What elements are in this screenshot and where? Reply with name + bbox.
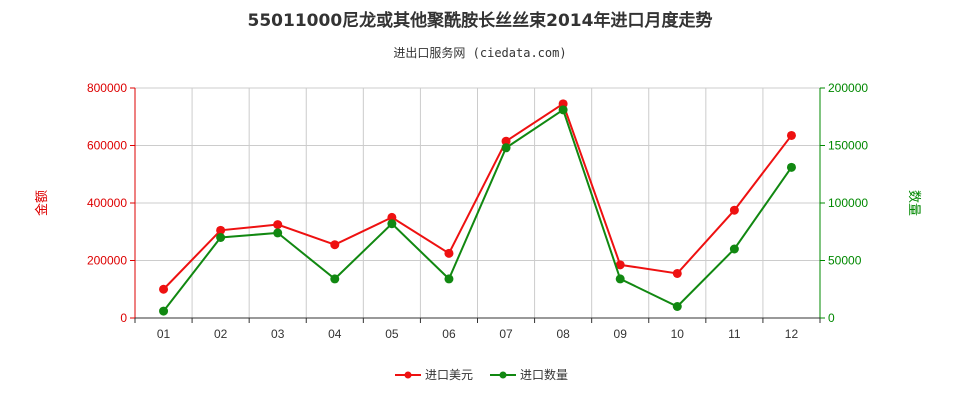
data-point: [672, 302, 682, 311]
x-tick-label: 03: [271, 327, 285, 341]
data-point: [387, 219, 397, 229]
left-tick-label: 600000: [87, 139, 127, 153]
x-tick-label: 11: [728, 327, 741, 341]
left-tick-label: 200000: [87, 254, 127, 268]
data-point: [216, 233, 226, 242]
left-tick-label: 800000: [87, 81, 127, 95]
x-tick-label: 06: [442, 327, 456, 341]
data-point: [501, 143, 511, 153]
data-point: [387, 212, 397, 222]
right-tick-label: 200000: [828, 81, 868, 95]
x-tick-label: 10: [671, 327, 685, 341]
x-tick-label: 02: [214, 327, 228, 341]
right-tick-label: 150000: [828, 139, 868, 153]
data-point: [615, 260, 625, 270]
chart-title: 55011000尼龙或其他聚酰胺长丝丝束2014年进口月度走势: [247, 11, 713, 31]
legend-label: 进口数量: [520, 367, 568, 382]
x-tick-label: 09: [614, 327, 628, 341]
data-point: [273, 220, 283, 230]
data-point: [159, 306, 169, 316]
legend-swatch-marker: [499, 371, 507, 379]
x-tick-label: 04: [328, 327, 342, 341]
right-axis-title: 数量: [906, 190, 921, 216]
right-tick-label: 100000: [828, 196, 868, 210]
data-point: [786, 162, 796, 172]
x-tick-label: 07: [499, 327, 513, 341]
data-point: [558, 105, 568, 115]
data-point: [786, 130, 796, 140]
x-tick-label: 01: [157, 327, 171, 341]
data-point: [273, 228, 283, 238]
data-point: [330, 274, 340, 284]
right-tick-label: 50000: [828, 254, 862, 268]
data-point: [159, 284, 169, 294]
data-point: [615, 274, 625, 284]
series-line-1: [162, 102, 793, 290]
data-point: [444, 248, 454, 258]
legend-label: 进口美元: [425, 368, 473, 382]
data-point: [672, 268, 682, 278]
left-axis-title: 金额: [34, 190, 50, 216]
right-tick-label: 0: [828, 311, 835, 325]
data-point: [444, 274, 454, 284]
series-line-2: [162, 108, 793, 312]
left-tick-label: 0: [120, 311, 127, 325]
x-tick-label: 08: [556, 327, 570, 341]
data-point: [729, 244, 739, 254]
x-tick-label: 12: [785, 327, 799, 341]
data-point: [216, 225, 226, 235]
legend-swatch-marker: [404, 371, 412, 379]
data-point: [501, 136, 511, 146]
left-tick-label: 400000: [87, 196, 127, 210]
data-point: [729, 205, 739, 215]
chart-subtitle: 进出口服务网 (ciedata.com): [393, 46, 567, 60]
x-tick-label: 05: [385, 327, 399, 341]
data-point: [330, 240, 340, 250]
